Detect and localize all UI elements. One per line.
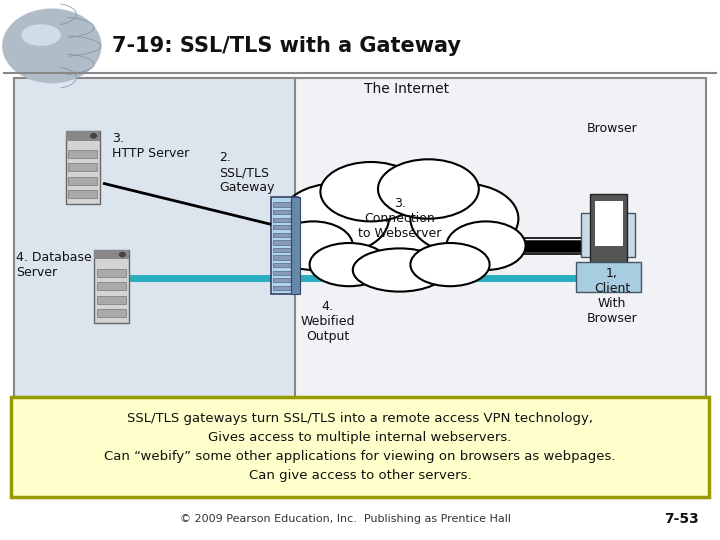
FancyBboxPatch shape [66, 131, 100, 204]
Text: © 2009 Pearson Education, Inc.  Publishing as Prentice Hall: © 2009 Pearson Education, Inc. Publishin… [180, 515, 511, 524]
FancyBboxPatch shape [14, 78, 295, 446]
Bar [273, 202, 296, 207]
Ellipse shape [274, 221, 353, 270]
FancyBboxPatch shape [590, 194, 627, 265]
Text: The Internet: The Internet [364, 82, 449, 96]
Ellipse shape [320, 162, 421, 221]
Text: 2.
SSL/TLS
Gateway: 2. SSL/TLS Gateway [220, 151, 275, 194]
Ellipse shape [378, 159, 479, 219]
Text: 7-19: SSL/TLS with a Gateway: 7-19: SSL/TLS with a Gateway [112, 36, 461, 56]
Bar [273, 218, 296, 222]
FancyBboxPatch shape [94, 249, 129, 322]
Ellipse shape [21, 24, 60, 46]
Bar [273, 278, 296, 282]
Bar [273, 240, 296, 245]
Ellipse shape [353, 248, 446, 292]
FancyBboxPatch shape [582, 213, 635, 256]
Bar [273, 263, 296, 267]
Bar [273, 233, 296, 237]
Text: 7-53: 7-53 [664, 512, 698, 526]
Bar [273, 286, 296, 290]
Bar [273, 225, 296, 229]
Bar [273, 271, 296, 275]
Bar [97, 269, 126, 276]
Text: 3.
HTTP Server: 3. HTTP Server [112, 132, 189, 160]
Bar [273, 255, 296, 260]
Bar [66, 131, 100, 140]
Bar [97, 309, 126, 317]
Bar [291, 197, 300, 294]
Text: Browser: Browser [587, 122, 637, 134]
Bar [97, 296, 126, 303]
Ellipse shape [331, 189, 468, 270]
Ellipse shape [446, 221, 526, 270]
FancyBboxPatch shape [14, 78, 706, 446]
Bar [97, 282, 126, 291]
Ellipse shape [410, 184, 518, 254]
Bar [94, 249, 129, 260]
Circle shape [3, 9, 101, 83]
Bar [68, 177, 97, 185]
Bar [594, 200, 623, 246]
Ellipse shape [281, 184, 389, 254]
Text: 1,
Client
With
Browser: 1, Client With Browser [587, 267, 637, 325]
Circle shape [91, 134, 96, 138]
Text: SSL/TLS gateways turn SSL/TLS into a remote access VPN technology,
Gives access : SSL/TLS gateways turn SSL/TLS into a rem… [104, 412, 616, 482]
Text: 3.
Connection
to Webserver: 3. Connection to Webserver [358, 197, 441, 240]
FancyBboxPatch shape [576, 262, 641, 292]
Bar [68, 150, 97, 158]
Text: 4.
Webified
Output: 4. Webified Output [300, 300, 355, 343]
Bar [68, 191, 97, 199]
FancyBboxPatch shape [271, 197, 298, 294]
Text: 4. Database
Server: 4. Database Server [16, 251, 91, 279]
Bar [68, 163, 97, 172]
Bar [273, 248, 296, 252]
Ellipse shape [310, 243, 389, 286]
Circle shape [120, 252, 125, 257]
Ellipse shape [410, 243, 490, 286]
Bar [273, 210, 296, 214]
FancyBboxPatch shape [11, 397, 709, 497]
